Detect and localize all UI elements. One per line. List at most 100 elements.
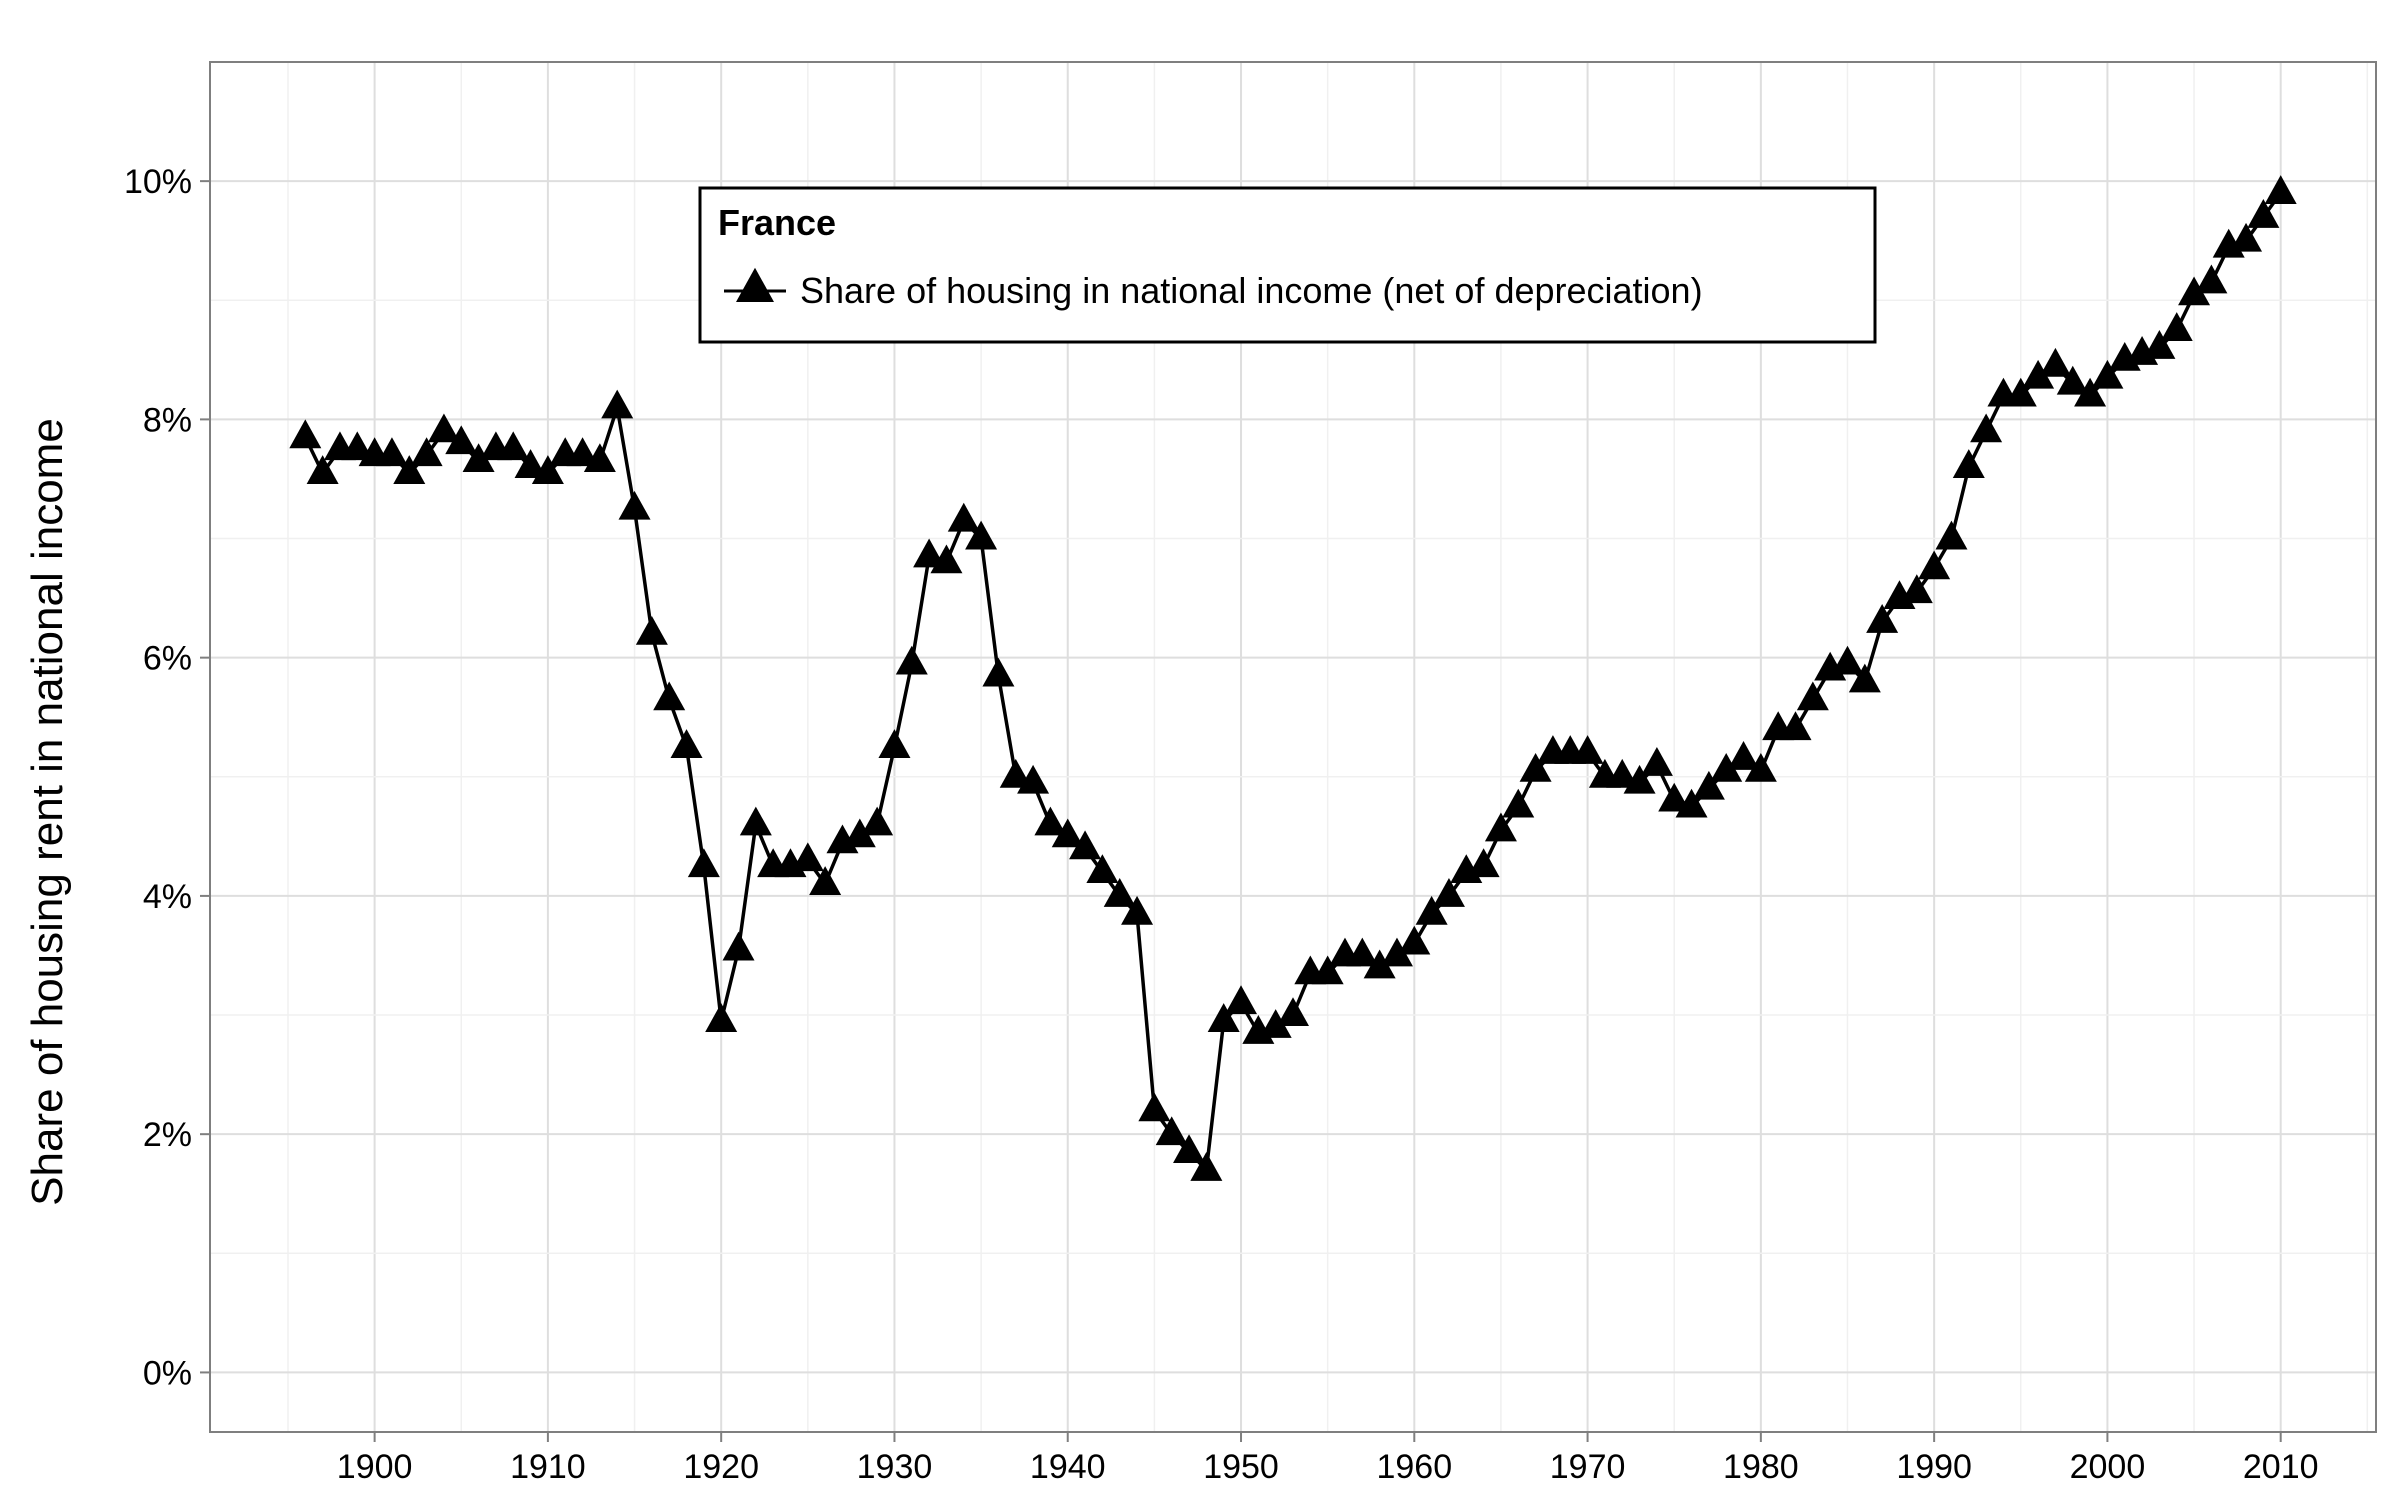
data-point [514, 449, 547, 478]
x-tick-label: 1990 [1896, 1448, 1972, 1486]
data-point [1432, 878, 1465, 907]
data-point [1138, 1092, 1171, 1122]
data-point [1727, 741, 1760, 770]
data-point [1502, 788, 1535, 818]
legend-title: France [718, 202, 836, 243]
data-point [687, 848, 720, 878]
data-point [653, 681, 686, 711]
data-point [1658, 782, 1691, 812]
data-point [410, 437, 443, 467]
data-point [306, 455, 339, 484]
data-point [809, 866, 842, 895]
x-tick-label: 1950 [1203, 1448, 1279, 1486]
x-tick-label: 1910 [510, 1448, 586, 1486]
legend-key-marker [736, 267, 774, 302]
data-point [1398, 925, 1431, 955]
data-point [705, 1003, 738, 1032]
data-point [1866, 604, 1899, 633]
data-point [1484, 812, 1517, 842]
data-point [1380, 937, 1413, 967]
data-point [1796, 681, 1829, 711]
data-point [618, 490, 651, 520]
x-tick-label: 1940 [1030, 1448, 1106, 1486]
data-point [497, 431, 530, 461]
x-tick-label: 1970 [1550, 1448, 1626, 1486]
data-point [895, 645, 928, 675]
data-point [1970, 413, 2003, 443]
data-point [1640, 747, 1673, 776]
series-layer [289, 175, 2297, 1181]
data-point [670, 729, 703, 758]
data-point [1103, 878, 1136, 907]
data-point [1346, 937, 1379, 967]
data-point [843, 818, 876, 848]
y-tick-label: 4% [143, 878, 192, 916]
data-point [1155, 1116, 1188, 1146]
x-tick-label: 1980 [1723, 1448, 1799, 1486]
data-point [1467, 848, 1500, 878]
data-point [566, 437, 599, 467]
data-point [2004, 377, 2037, 407]
data-point [1519, 752, 1552, 782]
legend-entry-label: Share of housing in national income (net… [800, 270, 1703, 311]
data-point [1173, 1134, 1206, 1163]
data-point [1225, 985, 1258, 1015]
data-point [2074, 377, 2107, 407]
data-point [1918, 550, 1951, 580]
data-point [1190, 1152, 1223, 1181]
data-point [1710, 752, 1743, 782]
data-point [1831, 645, 1864, 675]
data-point [393, 455, 426, 484]
data-point [2091, 359, 2124, 389]
data-point [1259, 1009, 1292, 1038]
x-tick-label: 1930 [857, 1448, 933, 1486]
data-point [1121, 895, 1154, 925]
data-point [2195, 264, 2228, 294]
data-point [427, 413, 460, 443]
data-point [462, 443, 495, 473]
y-tick-label: 8% [143, 401, 192, 439]
data-point [1363, 949, 1396, 979]
data-point [635, 615, 668, 645]
panel-border [209, 61, 2377, 1433]
data-point [341, 431, 374, 461]
data-point [2264, 175, 2297, 204]
data-point [1952, 449, 1985, 478]
x-tick-label: 1960 [1376, 1448, 1452, 1486]
data-point [1935, 520, 1968, 550]
data-point [2247, 199, 2280, 228]
data-point [1779, 711, 1812, 741]
data-point [375, 437, 408, 467]
y-axis-title: Share of housing rent in national income [23, 418, 72, 1206]
data-point [1051, 818, 1084, 848]
data-point [601, 389, 634, 419]
data-point [791, 842, 824, 872]
data-point [1034, 806, 1067, 836]
data-point [930, 544, 963, 574]
y-tick-label: 6% [143, 640, 192, 678]
data-point [1017, 764, 1050, 794]
data-point [1086, 854, 1119, 884]
y-tick-label: 0% [143, 1354, 192, 1392]
data-point [1744, 752, 1777, 782]
data-point [1415, 895, 1448, 925]
data-point [1848, 663, 1881, 693]
data-point [1571, 735, 1604, 764]
data-point [2178, 276, 2211, 306]
data-point [583, 443, 616, 473]
data-point [531, 455, 564, 484]
data-point [999, 758, 1032, 788]
x-tick-label: 2010 [2243, 1448, 2319, 1486]
y-tick-label: 2% [143, 1116, 192, 1154]
data-point [1692, 770, 1725, 800]
data-point [1207, 1003, 1240, 1032]
data-point [722, 931, 755, 961]
data-point [739, 806, 772, 836]
x-tick-label: 1900 [337, 1448, 413, 1486]
data-point [445, 425, 478, 455]
data-point [947, 502, 980, 532]
legend-box [698, 186, 1877, 344]
data-point [2039, 347, 2072, 377]
data-point [982, 657, 1015, 687]
x-tick-label: 2000 [2070, 1448, 2146, 1486]
